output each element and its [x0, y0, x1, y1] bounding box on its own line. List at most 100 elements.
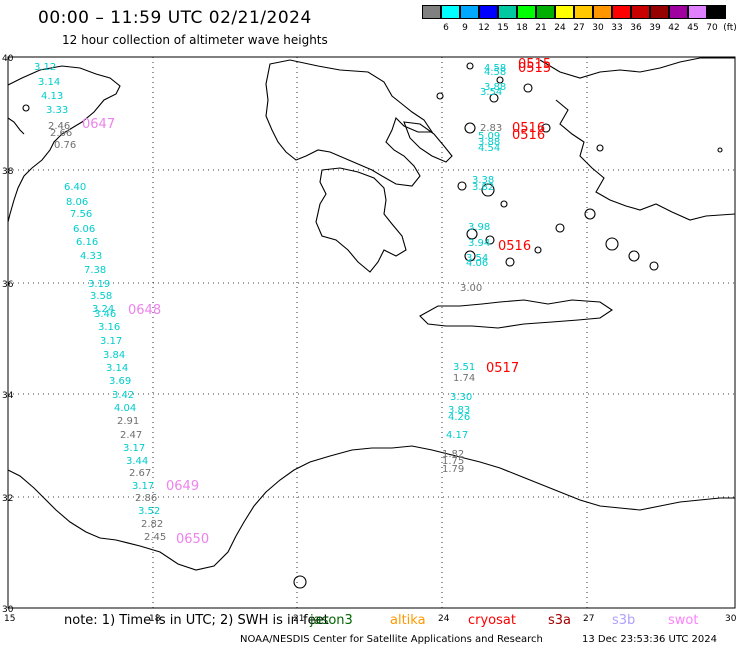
satellite-name: swot — [668, 613, 699, 628]
wave-height-value: 6.40 — [64, 182, 86, 193]
pass-time-label: 0648 — [128, 303, 161, 318]
scale-swatch — [422, 5, 441, 19]
wave-height-value: 4.13 — [41, 91, 63, 102]
wave-height-value: 3.38 — [472, 175, 494, 186]
wave-height-value: 7.56 — [70, 209, 92, 220]
wave-height-value: 3.14 — [38, 77, 60, 88]
wave-height-value: 3.16 — [98, 322, 120, 333]
wave-height-value: 3.14 — [106, 363, 128, 374]
pass-time-label: 0516 — [512, 121, 545, 136]
wave-height-value: 3.51 — [453, 362, 475, 373]
crete-coast — [419, 299, 613, 329]
wave-height-value: 3.24 — [92, 304, 114, 315]
scale-swatch — [669, 5, 688, 19]
scale-label: 12 — [478, 23, 490, 33]
sicily-coast — [7, 117, 25, 135]
lat-lon-grid — [8, 57, 735, 608]
wave-height-value: 3.88 — [478, 137, 500, 148]
footer-note: note: 1) Time is in UTC; 2) SWH is in fe… — [64, 613, 329, 628]
wave-height-value: 1.82 — [442, 449, 464, 460]
scale-label: 36 — [630, 23, 642, 33]
wave-height-value: 3.54 — [466, 253, 488, 264]
pass-time-label: 0516 — [498, 239, 531, 254]
wave-height-value: 4.58 — [484, 67, 506, 78]
wave-height-value: 3.33 — [46, 105, 68, 116]
pass-time-label: 0516 — [512, 128, 545, 143]
map-title: 00:00 – 11:59 UTC 02/21/2024 — [38, 8, 312, 28]
credit-text: NOAA/NESDIS Center for Satellite Applica… — [240, 634, 543, 645]
wave-height-value: 3.12 — [34, 62, 56, 73]
scale-label: 42 — [668, 23, 680, 33]
wave-height-value: 2.66 — [50, 128, 72, 139]
wave-height-labels-track2: 4.584.583.883.542.835.093.884.543.383.82… — [442, 63, 506, 475]
scale-swatch — [460, 5, 479, 19]
wave-height-value: 4.04 — [114, 403, 136, 414]
wave-height-value: 3.19 — [88, 279, 110, 290]
longitude-label: 21 — [293, 614, 304, 624]
scale-label: 33 — [611, 23, 623, 33]
pass-time-label: 0649 — [166, 479, 199, 494]
libya-coast — [7, 445, 735, 571]
wave-height-value: 4.26 — [448, 412, 470, 423]
wave-height-value: 3.46 — [94, 309, 116, 320]
wave-height-value: 3.30 — [450, 392, 472, 403]
scale-swatch — [631, 5, 650, 19]
wave-height-value: 5.09 — [478, 131, 500, 142]
satellite-name: altika — [390, 613, 426, 628]
wave-height-value: 6.16 — [76, 237, 98, 248]
wave-height-value: 2.82 — [141, 519, 163, 530]
wave-height-value: 3.58 — [90, 291, 112, 302]
scale-swatch — [441, 5, 460, 19]
wave-height-value: 3.52 — [138, 506, 160, 517]
wave-height-value: 3.84 — [103, 350, 125, 361]
wave-height-value: 3.44 — [126, 456, 148, 467]
scale-label: 24 — [554, 23, 566, 33]
wave-height-value: 4.33 — [80, 251, 102, 262]
wave-height-value: 4.06 — [466, 258, 488, 269]
latitude-label: 40 — [2, 54, 14, 64]
wave-height-labels-track1: 3.12 3.14 4.13 3.33 2.462.660.76 6.40 8.067.56… — [34, 62, 166, 543]
latitude-label: 30 — [2, 605, 14, 615]
scale-label: 6 — [443, 23, 449, 33]
wave-height-value: 2.45 — [144, 532, 166, 543]
pass-time-label: 0515 — [518, 61, 551, 76]
scale-label: 15 — [497, 23, 509, 33]
satellite-name: jason3 — [310, 613, 353, 628]
longitude-label: 18 — [149, 614, 161, 624]
wave-height-value: 2.46 — [48, 121, 70, 132]
wave-height-value: 4.58 — [484, 63, 506, 74]
wave-height-value: 3.83 — [448, 405, 470, 416]
wave-height-value: 3.17 — [100, 336, 122, 347]
wave-height-value: 3.00 — [460, 283, 482, 294]
scale-swatch — [650, 5, 669, 19]
longitude-label: 24 — [438, 614, 450, 624]
wave-height-value: 7.38 — [84, 265, 106, 276]
wave-height-value: 3.69 — [109, 376, 131, 387]
wave-height-value: 2.91 — [117, 416, 139, 427]
satellite-name: s3a — [548, 613, 572, 628]
wave-height-value: 3.54 — [480, 87, 502, 98]
wave-height-value: 2.47 — [120, 430, 142, 441]
wave-height-value: 2.83 — [480, 123, 502, 134]
wave-height-value: 0.76 — [54, 140, 76, 151]
wave-height-value: 3.17 — [132, 481, 154, 492]
scale-swatch — [707, 5, 726, 19]
pass-time-label: 0517 — [486, 361, 519, 376]
scale-label: 70 — [706, 23, 718, 33]
longitude-label: 15 — [4, 614, 15, 624]
scale-label: 30 — [592, 23, 604, 33]
scale-swatch — [517, 5, 536, 19]
scale-label: 27 — [573, 23, 585, 33]
wave-height-value: 4.17 — [446, 430, 468, 441]
scale-swatch — [479, 5, 498, 19]
latitude-label: 32 — [2, 494, 13, 504]
wave-height-value: 6.06 — [73, 224, 95, 235]
satellite-name: s3b — [612, 613, 636, 628]
axis-labels: 15 18 21 24 27 30 40 38 36 34 32 30 — [2, 54, 737, 624]
greece-coast — [265, 59, 434, 187]
scale-label: 39 — [649, 23, 661, 33]
wave-height-value: 3.82 — [472, 182, 494, 193]
aegean-islands — [22, 62, 723, 589]
coastlines — [7, 57, 736, 589]
